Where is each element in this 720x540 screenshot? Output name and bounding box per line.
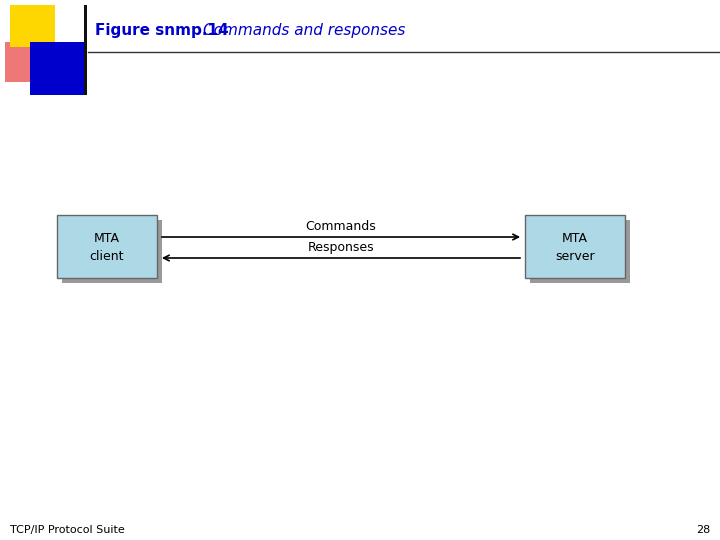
Text: Commands and responses: Commands and responses bbox=[203, 23, 405, 37]
Text: MTA: MTA bbox=[562, 232, 588, 245]
Text: client: client bbox=[90, 250, 125, 263]
Text: Commands: Commands bbox=[305, 220, 377, 233]
Bar bbox=[30, 42, 85, 95]
Bar bbox=[5, 42, 38, 82]
Text: Figure snmp.14: Figure snmp.14 bbox=[95, 23, 229, 37]
Text: 28: 28 bbox=[696, 525, 710, 535]
Bar bbox=[530, 220, 630, 283]
Bar bbox=[57, 215, 157, 278]
Text: Responses: Responses bbox=[307, 241, 374, 254]
Bar bbox=[10, 5, 55, 47]
Text: TCP/IP Protocol Suite: TCP/IP Protocol Suite bbox=[10, 525, 125, 535]
Bar bbox=[84, 5, 87, 95]
Text: MTA: MTA bbox=[94, 232, 120, 245]
Bar bbox=[525, 215, 625, 278]
Bar bbox=[62, 220, 162, 283]
Text: server: server bbox=[555, 250, 595, 263]
